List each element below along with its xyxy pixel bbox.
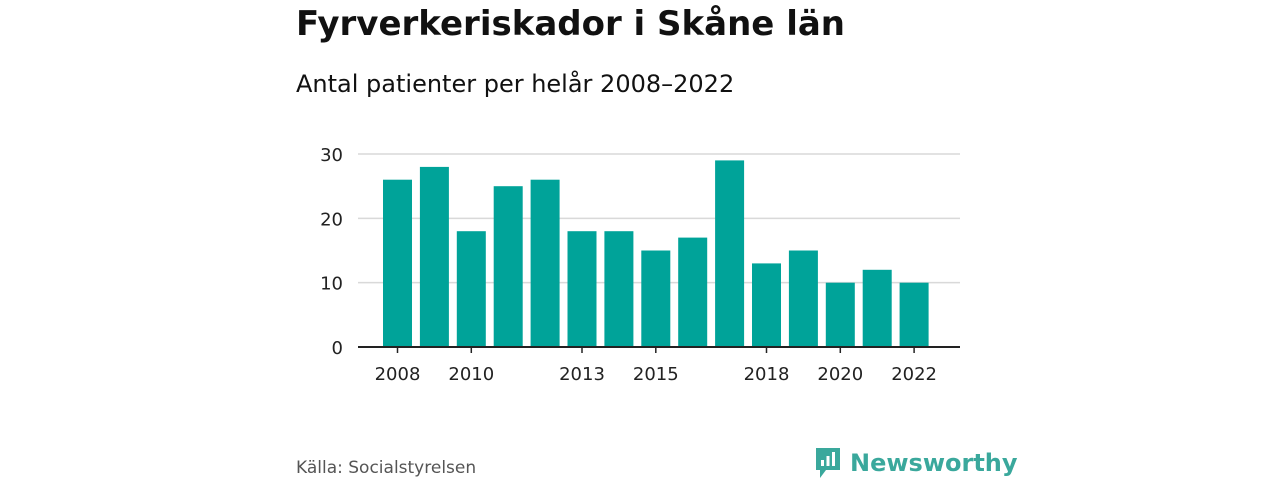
- x-tick-label: 2015: [633, 364, 679, 385]
- bar-2017: [715, 160, 745, 347]
- brand-name: Newsworthy: [850, 449, 1018, 477]
- y-axis-ticks: 0 10 20 30: [320, 145, 343, 359]
- x-tick-label: 2010: [448, 364, 494, 385]
- bar-2008: [383, 179, 412, 347]
- bar-2020: [825, 282, 855, 347]
- bar-2019: [788, 250, 818, 347]
- chart-title: Fyrverkeriskador i Skåne län: [296, 4, 845, 44]
- x-tick-label: 2013: [559, 364, 605, 385]
- bar-2022: [899, 282, 929, 347]
- x-tick-label: 2020: [817, 364, 863, 385]
- x-tick-label: 2008: [375, 364, 421, 385]
- brand-logo: Newsworthy: [814, 446, 1018, 480]
- bar-2016: [678, 237, 708, 347]
- chart-subtitle: Antal patienter per helår 2008–2022: [296, 70, 735, 98]
- x-tick-label: 2022: [891, 364, 937, 385]
- source-note: Källa: Socialstyrelsen: [296, 458, 477, 478]
- bar-2012: [530, 179, 560, 347]
- bars: [383, 160, 929, 347]
- bar-chart: 0 10 20 30 2008 2010 2013 2015 2018 2020 2022: [320, 145, 960, 385]
- y-tick-label: 30: [320, 145, 343, 166]
- y-tick-label: 20: [320, 209, 343, 230]
- bar-2010: [456, 231, 486, 347]
- bar-2009: [419, 166, 449, 347]
- x-tick-label: 2018: [744, 364, 790, 385]
- bar-2018: [752, 263, 781, 347]
- bar-2011: [493, 186, 523, 347]
- bar-2021: [862, 269, 892, 347]
- bar-2015: [641, 250, 671, 347]
- bar-2014: [604, 231, 634, 347]
- y-tick-label: 0: [332, 338, 343, 359]
- newsworthy-logo-icon: [816, 448, 840, 478]
- x-axis-ticks: 2008 2010 2013 2015 2018 2020 2022: [375, 347, 937, 385]
- bar-2013: [567, 231, 597, 347]
- y-tick-label: 10: [320, 274, 343, 295]
